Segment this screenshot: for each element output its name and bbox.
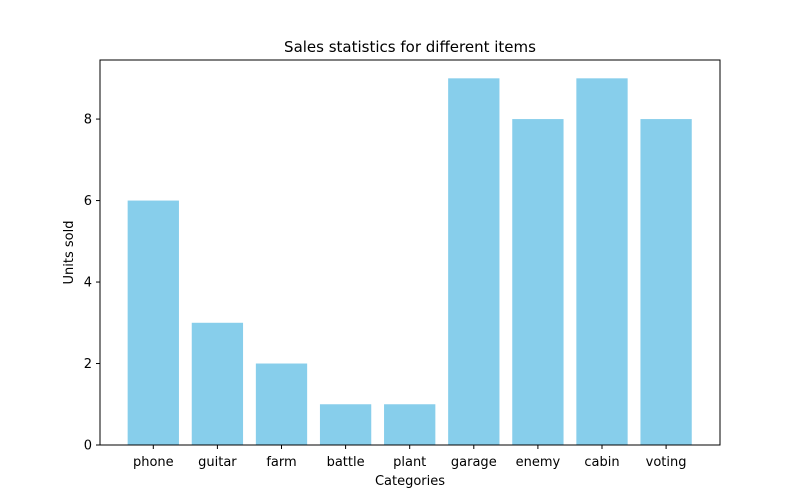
x-tick-label: garage	[451, 455, 497, 470]
x-tick-label: phone	[133, 455, 174, 470]
y-tick-label: 4	[84, 276, 92, 291]
y-tick-label: 0	[84, 439, 92, 454]
y-tick-label: 8	[84, 113, 92, 128]
y-tick-label: 2	[84, 357, 92, 372]
y-axis-label: Units sold	[62, 221, 77, 285]
x-tick-label: battle	[327, 455, 365, 470]
x-axis-ticks: phone guitar farm battle plant garage enemy cab…	[133, 445, 687, 470]
bar-guitar	[191, 322, 244, 445]
bars-group	[127, 78, 692, 445]
bar-farm	[255, 363, 308, 445]
x-tick-label: enemy	[516, 455, 561, 470]
bar-voting	[640, 119, 692, 445]
x-tick-label: voting	[646, 455, 687, 470]
x-tick-label: guitar	[198, 455, 237, 470]
y-tick-label: 6	[84, 194, 92, 209]
bar-enemy	[512, 119, 564, 445]
x-tick-label: cabin	[584, 455, 619, 470]
x-axis-label: Categories	[375, 474, 445, 489]
bar-garage	[448, 78, 500, 445]
chart-title: Sales statistics for different items	[284, 38, 536, 56]
bar-cabin	[576, 78, 628, 445]
plot-area-frame	[99, 59, 721, 446]
bar-plant	[384, 404, 436, 445]
y-axis-ticks: 0 2 4 6 8	[84, 113, 100, 454]
x-tick-label: plant	[393, 455, 426, 470]
bar-battle	[319, 404, 372, 445]
bar-phone	[127, 200, 179, 445]
x-tick-label: farm	[266, 455, 296, 470]
